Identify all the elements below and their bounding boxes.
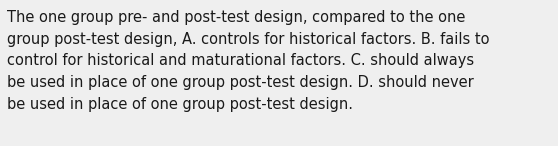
- Text: The one group pre- and post-test design, compared to the one
group post-test des: The one group pre- and post-test design,…: [7, 10, 490, 112]
